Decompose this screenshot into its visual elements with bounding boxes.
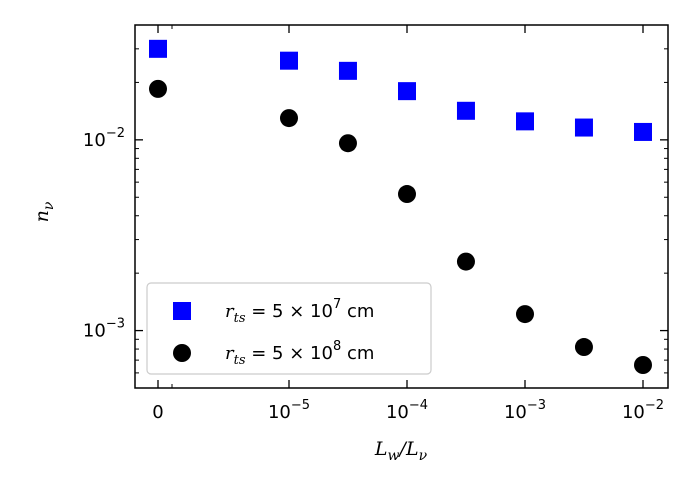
x-tick-label: 10−3 xyxy=(504,398,546,423)
square-marker xyxy=(398,82,416,101)
y-tick-label: 10−2 xyxy=(83,126,125,151)
square-marker xyxy=(149,39,167,58)
x-tick-label: 10−2 xyxy=(622,398,664,423)
x-axis-label: Lw​/Lν​ xyxy=(374,438,428,464)
circle-marker xyxy=(398,185,416,204)
y-tick-label: 10−3 xyxy=(83,317,125,342)
square-marker xyxy=(280,51,298,70)
series-1 xyxy=(149,39,652,141)
x-axis: 0 10−5 10−4 10−3 10−2 xyxy=(152,25,664,423)
legend-box xyxy=(146,282,432,375)
circle-marker xyxy=(338,134,357,153)
y-axis-label: nν​ xyxy=(31,201,57,222)
data-marks xyxy=(149,39,652,375)
circle-marker xyxy=(574,338,593,357)
legend-entry-label: rts = 5 × 107 cm xyxy=(225,297,374,326)
legend: rts = 5 × 107 cm rts = 5 × 108 cm xyxy=(146,282,432,375)
series-2 xyxy=(149,79,652,375)
square-marker xyxy=(574,118,593,137)
plot-frame xyxy=(134,24,669,389)
y-axis: 10−2 10−3 xyxy=(83,24,668,389)
legend-entry-label: rts = 5 × 108 cm xyxy=(225,339,374,368)
circle-marker xyxy=(456,252,475,271)
circle-marker xyxy=(634,356,652,375)
square-marker xyxy=(338,61,357,80)
square-marker xyxy=(634,122,652,141)
circle-marker xyxy=(280,109,298,128)
x-tick-label: 0 xyxy=(152,402,163,423)
circle-marker xyxy=(149,79,167,98)
legend-square-marker xyxy=(173,302,191,320)
circle-marker xyxy=(516,305,534,324)
square-marker xyxy=(456,101,475,120)
square-marker xyxy=(516,112,534,131)
legend-circle-marker xyxy=(173,344,191,362)
x-tick-label: 10−4 xyxy=(386,398,428,423)
x-tick-label: 10−5 xyxy=(268,398,310,423)
